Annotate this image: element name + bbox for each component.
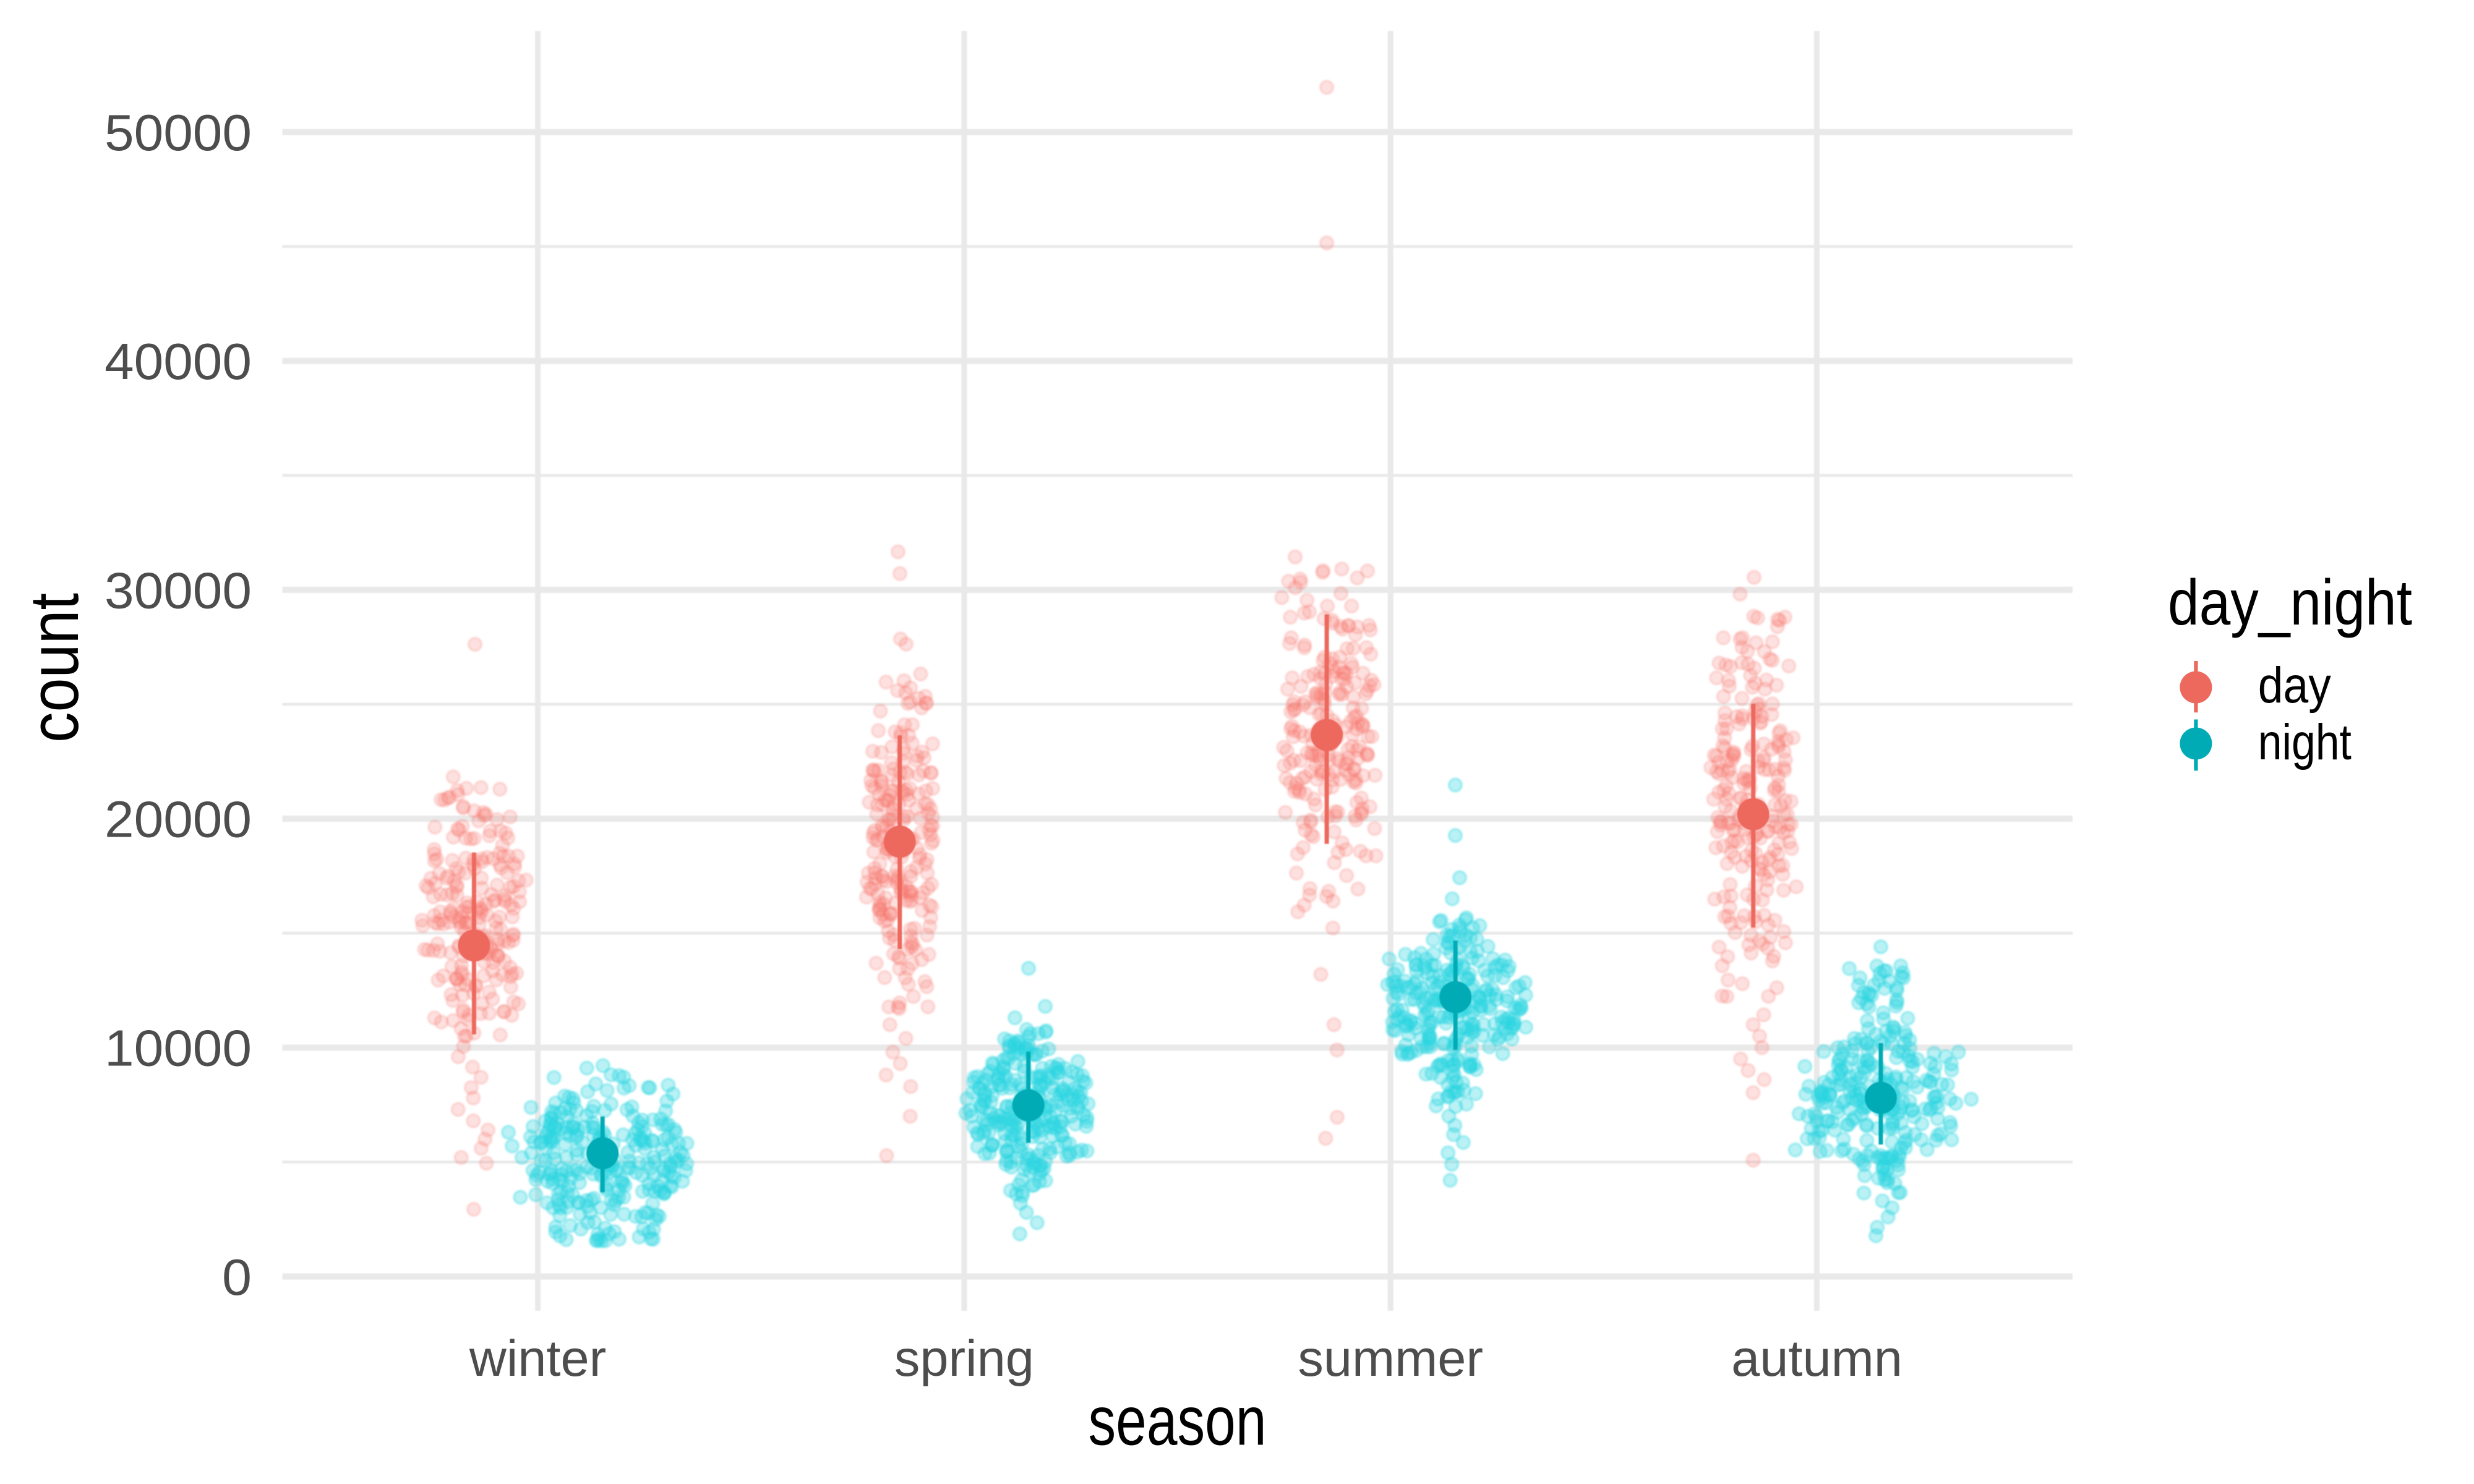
svg-text:winter: winter [469,1329,606,1387]
svg-text:night: night [2258,714,2352,770]
svg-text:count: count [15,593,93,743]
svg-text:20000: 20000 [105,791,252,848]
svg-text:10000: 10000 [105,1020,252,1077]
svg-text:spring: spring [894,1329,1034,1387]
svg-text:autumn: autumn [1731,1329,1903,1387]
svg-text:day_night: day_night [2168,567,2412,639]
svg-text:summer: summer [1298,1329,1483,1387]
svg-text:40000: 40000 [105,333,252,390]
svg-text:0: 0 [222,1248,252,1306]
svg-text:season: season [1089,1383,1267,1460]
svg-text:50000: 50000 [105,104,252,161]
svg-text:day: day [2258,657,2331,714]
svg-text:30000: 30000 [105,561,252,619]
